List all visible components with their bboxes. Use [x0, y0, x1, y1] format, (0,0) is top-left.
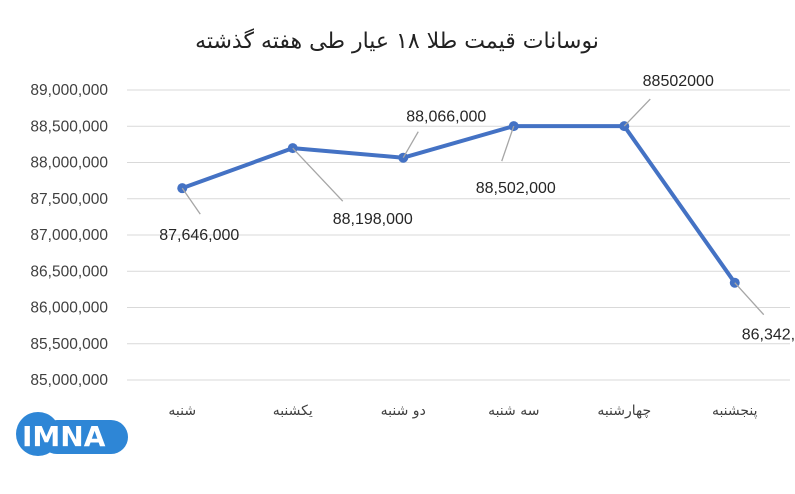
label-leader-line — [402, 131, 419, 159]
data-label: 88,066,000 — [406, 109, 486, 126]
series-line — [181, 124, 737, 284]
data-label: 87,646,000 — [159, 227, 239, 244]
y-tick-label: 85,000,000 — [30, 372, 108, 389]
label-leader-line — [734, 282, 765, 316]
y-tick-label: 86,000,000 — [30, 300, 108, 317]
imna-logo: IMNA — [16, 412, 128, 456]
label-leader-line — [181, 187, 201, 215]
y-axis-ticks: 85,000,000 85,500,000 86,000,000 86,500,000… — [30, 82, 108, 389]
y-tick-label: 88,000,000 — [30, 155, 108, 172]
x-tick-label: یکشنبه — [273, 403, 313, 419]
x-tick-label: پنجشنبه — [712, 403, 758, 419]
logo-pill — [40, 420, 128, 454]
logo-text: IMNA — [22, 420, 106, 453]
gridlines — [127, 89, 790, 381]
y-tick-label: 86,500,000 — [30, 263, 108, 280]
label-leader-line — [292, 147, 344, 202]
y-tick-label: 88,500,000 — [30, 118, 108, 135]
series-line-group — [177, 121, 740, 288]
x-tick-label: چهارشنبه — [597, 403, 651, 419]
y-tick-label: 85,500,000 — [30, 336, 108, 353]
data-labels: 87,646,000 88,198,000 88,066,000 88,502,000… — [159, 73, 795, 344]
label-leader-line — [501, 125, 515, 162]
y-tick-label: 87,000,000 — [30, 227, 108, 244]
x-tick-label: شنبه — [168, 403, 196, 419]
y-tick-label: 89,000,000 — [30, 82, 108, 99]
x-tick-label: دو شنبه — [381, 403, 426, 419]
data-label: 88,502,000 — [476, 180, 556, 197]
y-tick-label: 87,500,000 — [30, 191, 108, 208]
label-leader-line — [623, 98, 651, 127]
x-axis-ticks: شنبه یکشنبه دو شنبه سه شنبه چهارشنبه پنجشنبه — [168, 403, 757, 419]
data-label: 86,342,000 — [742, 327, 795, 344]
chart-title: نوسانات قیمت طلا ۱۸ عیار طی هفته گذشته — [195, 28, 599, 54]
x-tick-label: سه شنبه — [488, 403, 539, 419]
data-label: 88502000 — [643, 73, 714, 90]
data-label: 88,198,000 — [333, 211, 413, 228]
